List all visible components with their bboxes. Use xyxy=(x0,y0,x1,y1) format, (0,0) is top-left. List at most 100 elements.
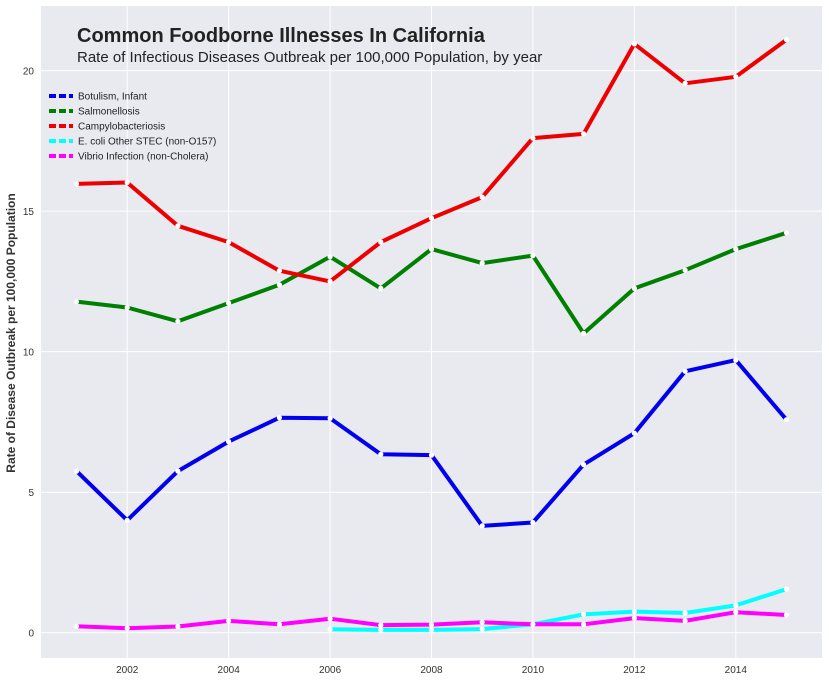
data-point xyxy=(530,135,536,141)
data-point xyxy=(733,357,739,363)
data-point xyxy=(428,627,435,633)
legend-item: Vibrio Infection (non-Cholera) xyxy=(49,152,208,163)
tick-labels: 2002 2004 2006 2008 2010 2012 2014 0 5 10 15 20 xyxy=(23,67,747,676)
data-point xyxy=(124,517,130,523)
data-point xyxy=(428,622,435,628)
data-point xyxy=(682,267,688,273)
legend-item: Campylobacteriosis xyxy=(49,122,165,133)
legend-label: Vibrio Infection (non-Cholera) xyxy=(78,152,208,163)
data-point xyxy=(479,194,485,200)
data-point xyxy=(226,300,232,306)
series-lines xyxy=(73,37,790,633)
x-tick-label: 2002 xyxy=(116,665,139,676)
series-group xyxy=(73,357,790,529)
grid xyxy=(41,6,822,658)
data-point xyxy=(530,621,536,627)
y-tick-label: 0 xyxy=(28,629,34,640)
data-point xyxy=(733,609,739,615)
chart-subtitle: Rate of Infectious Diseases Outbreak per… xyxy=(77,49,542,66)
x-tick-label: 2012 xyxy=(623,665,646,676)
data-point xyxy=(276,282,282,288)
data-point xyxy=(175,623,181,630)
data-point xyxy=(327,626,333,632)
series-group xyxy=(73,230,790,336)
legend-label: Botulism, Infant xyxy=(78,92,147,103)
x-tick-label: 2014 xyxy=(725,665,748,676)
data-point xyxy=(378,627,384,633)
data-point xyxy=(378,622,384,628)
data-point xyxy=(631,609,638,615)
y-tick-label: 5 xyxy=(28,488,34,499)
data-point xyxy=(276,415,282,421)
chart-title: Common Foodborne Illnesses In California xyxy=(77,25,486,47)
x-tick-label: 2010 xyxy=(522,665,545,676)
data-point xyxy=(631,285,638,291)
data-point xyxy=(581,462,587,468)
data-point xyxy=(783,612,790,618)
data-point xyxy=(327,616,333,622)
series-group xyxy=(73,609,790,631)
data-point xyxy=(479,619,485,625)
data-point xyxy=(581,621,587,627)
data-point xyxy=(226,618,232,624)
y-tick-label: 20 xyxy=(23,67,35,78)
legend: Botulism, Infant Salmonellosis Campylobact… xyxy=(49,92,216,163)
data-point xyxy=(783,586,790,592)
legend-label: E. coli Other STEC (non-O157) xyxy=(78,137,216,148)
legend-item: E. coli Other STEC (non-O157) xyxy=(49,137,216,148)
data-point xyxy=(581,131,587,137)
data-point xyxy=(631,430,638,436)
data-point xyxy=(73,299,80,305)
data-point xyxy=(276,268,282,274)
data-point xyxy=(682,80,688,86)
series-group xyxy=(73,37,790,284)
data-point xyxy=(226,439,232,445)
data-point xyxy=(276,621,282,627)
data-point xyxy=(581,330,587,336)
data-point xyxy=(530,519,536,526)
data-point xyxy=(378,239,384,245)
data-point xyxy=(581,611,587,618)
data-point xyxy=(783,417,790,423)
legend-label: Salmonellosis xyxy=(78,107,140,118)
data-point xyxy=(175,223,181,229)
data-point xyxy=(631,615,638,621)
data-point xyxy=(327,254,333,260)
data-point xyxy=(73,181,80,187)
data-point xyxy=(73,623,80,629)
legend-item: Salmonellosis xyxy=(49,107,140,118)
series-line xyxy=(328,587,789,632)
series-group xyxy=(327,586,790,633)
data-point xyxy=(783,230,790,236)
y-axis-label: Rate of Disease Outbreak per 100,000 Pop… xyxy=(4,193,18,472)
data-point xyxy=(327,278,333,284)
data-point xyxy=(378,285,384,291)
data-point xyxy=(682,610,688,616)
data-point xyxy=(733,246,739,252)
data-point xyxy=(479,523,485,529)
data-point xyxy=(733,602,739,609)
data-point xyxy=(428,452,435,458)
data-point xyxy=(428,246,435,252)
data-point xyxy=(378,451,384,457)
data-point xyxy=(682,618,688,624)
legend-item: Botulism, Infant xyxy=(49,92,147,103)
x-tick-label: 2006 xyxy=(319,665,342,676)
data-point xyxy=(175,468,181,474)
data-point xyxy=(73,468,80,474)
data-point xyxy=(530,253,536,259)
data-point xyxy=(733,74,739,80)
data-point xyxy=(428,215,435,221)
data-point xyxy=(682,368,688,374)
data-point xyxy=(226,239,232,245)
data-point xyxy=(631,41,638,47)
data-point xyxy=(479,260,485,266)
data-point xyxy=(124,625,130,631)
x-tick-label: 2008 xyxy=(420,665,443,676)
data-point xyxy=(124,304,130,311)
y-tick-label: 10 xyxy=(23,348,35,359)
legend-label: Campylobacteriosis xyxy=(78,122,165,133)
data-point xyxy=(783,37,790,43)
